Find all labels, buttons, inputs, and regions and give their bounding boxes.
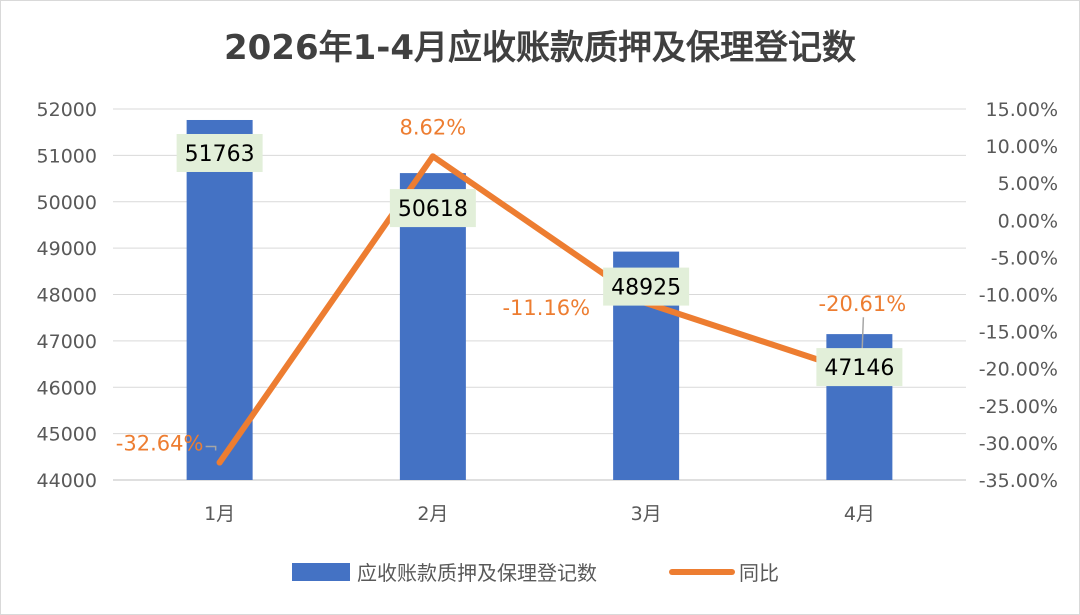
chart-title: 2026年1-4月应收账款质押及保理登记数 [223,28,857,68]
x-tick-label: 4月 [844,503,875,525]
x-axis: 1月 2月 3月 4月 [204,503,875,525]
right-tick-label: -15.00% [979,322,1058,344]
bar-label-box [389,189,476,228]
x-tick-label: 3月 [631,503,662,525]
yoy-data-label: -20.61% [819,292,907,316]
left-tick-label: 46000 [37,377,97,399]
left-tick-label: 51000 [37,145,97,167]
left-tick-label: 44000 [37,470,97,492]
yoy-data-label: 8.62% [400,115,467,139]
left-tick-label: 52000 [37,99,97,121]
bar-data-label: 51763 [185,142,255,167]
legend-line-label: 同比 [739,561,779,585]
right-tick-label: -25.00% [979,396,1058,418]
leader-line [205,445,217,451]
bar-label-box [176,133,263,172]
bar-label-box [816,348,903,387]
yoy-data-label: -32.64% [116,431,204,455]
bar-data-label: 47146 [824,356,894,381]
right-tick-label: -30.00% [979,433,1058,455]
bar-data-label: 50618 [398,197,468,222]
bar [186,119,253,480]
left-tick-label: 47000 [37,331,97,353]
yoy-point [429,153,436,160]
legend: 应收账款质押及保理登记数 同比 [292,561,779,585]
left-tick-label: 45000 [37,424,97,446]
left-axis: 52000 51000 50000 49000 48000 47000 46000 45000… [37,99,97,492]
yoy-line [216,153,863,466]
right-axis: 15.00% 10.00% 5.00% 0.00% -5.00% -10.00% -15.0… [979,99,1058,492]
left-tick-label: 48000 [37,285,97,307]
yoy-data-label: -11.16% [502,296,590,320]
line-data-labels: -32.64% 8.62% -11.16% -20.61% [116,115,906,455]
right-tick-label: 0.00% [998,210,1058,232]
right-tick-label: -35.00% [979,470,1058,492]
leader-lines [205,296,865,451]
left-tick-label: 50000 [37,192,97,214]
right-tick-label: 15.00% [986,99,1058,121]
left-tick-label: 49000 [37,238,97,260]
right-tick-label: -5.00% [991,247,1058,269]
right-tick-label: 10.00% [986,136,1058,158]
legend-bar-label: 应收账款质押及保理登记数 [357,561,597,585]
yoy-point [216,459,223,466]
bar-label-box [603,267,690,306]
bar-data-label: 48925 [611,276,681,301]
right-tick-label: -20.00% [979,359,1058,381]
right-tick-label: 5.00% [998,173,1058,195]
right-tick-label: -10.00% [979,285,1058,307]
legend-bar-swatch [292,563,350,581]
x-tick-label: 2月 [417,503,448,525]
bar-data-labels: 51763 50618 48925 47146 [176,133,903,387]
x-tick-label: 1月 [204,503,235,525]
